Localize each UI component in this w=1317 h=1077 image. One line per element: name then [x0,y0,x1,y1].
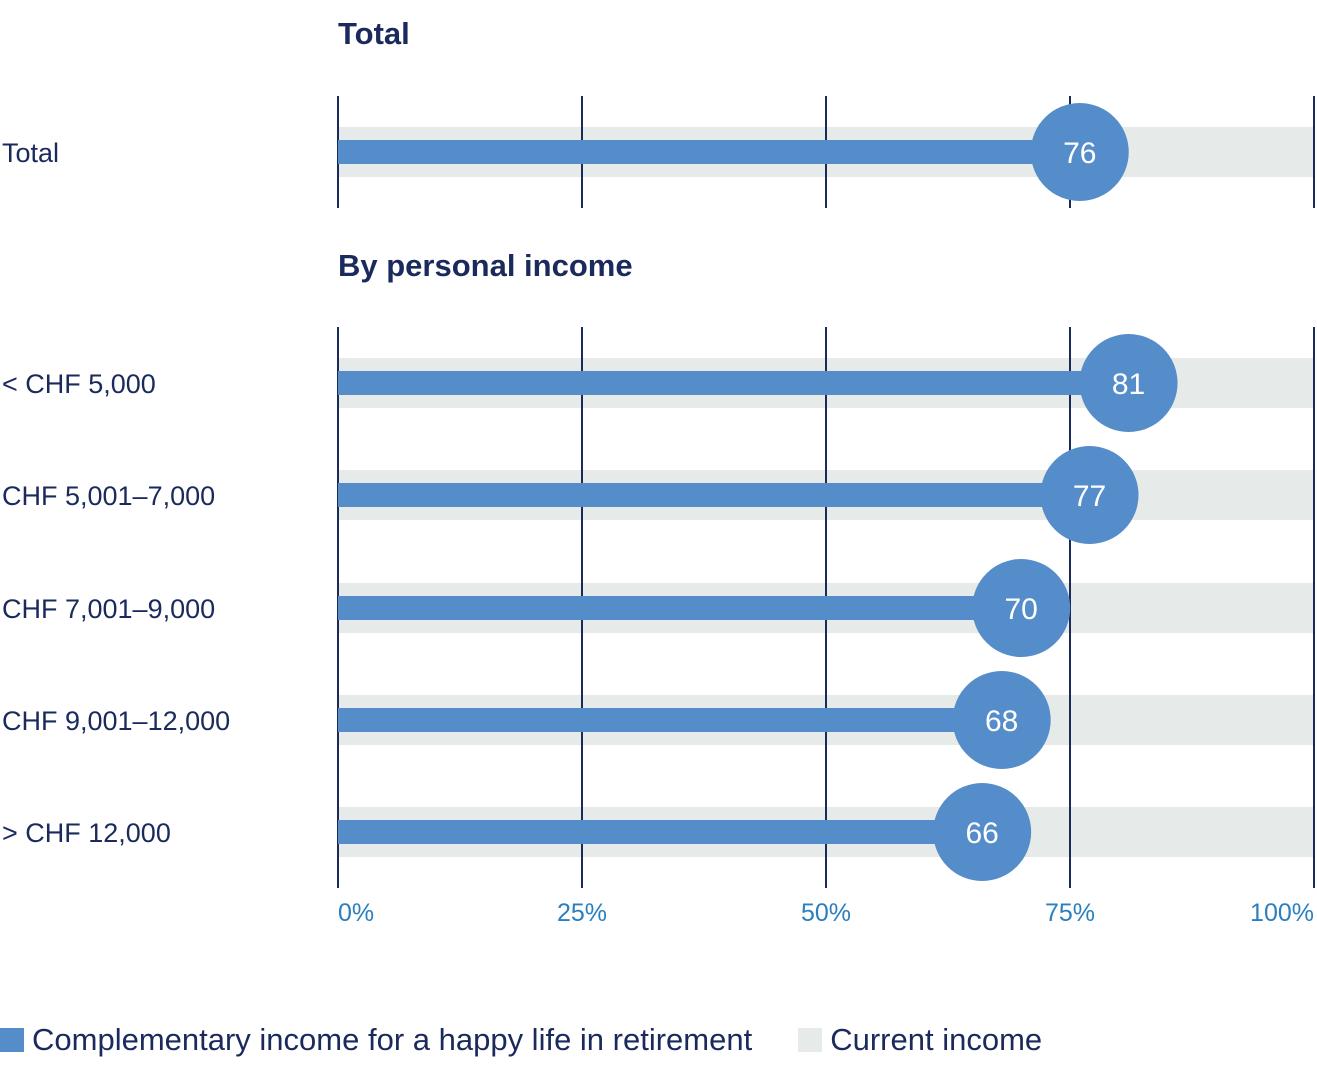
data-label: 68 [985,705,1018,738]
x-tick-label: 25% [557,899,607,927]
x-tick-label: 100% [1250,899,1314,927]
value-bar [338,820,983,844]
legend-label-complementary: Complementary income for a happy life in… [32,1022,753,1057]
legend-item-complementary: Complementary income for a happy life in… [0,1022,752,1058]
category-label: CHF 5,001–7,000 [2,481,215,511]
category-label: CHF 7,001–9,000 [2,594,215,624]
legend-swatch-current [798,1028,823,1052]
data-label: 77 [1073,480,1106,513]
category-label: < CHF 5,000 [2,369,156,399]
data-label: 70 [1005,593,1038,626]
category-label: Total [2,138,59,168]
value-bar [338,708,1002,732]
legend-item-current: Current income [798,1022,1042,1058]
value-bar [338,483,1090,507]
section-title: Total [338,16,410,51]
data-label: 66 [965,817,998,850]
value-marker [1030,103,1129,201]
x-tick-label: 75% [1045,899,1095,927]
value-marker [952,671,1051,769]
value-marker [1079,334,1178,432]
legend-label-current: Current income [830,1022,1043,1057]
x-tick-label: 0% [338,899,374,927]
value-bar [338,371,1129,395]
value-bar [338,140,1080,164]
value-marker [1040,446,1139,544]
category-label: CHF 9,001–12,000 [2,706,230,736]
value-bar [338,596,1022,620]
data-label: 81 [1112,368,1145,401]
section-title: By personal income [338,248,633,283]
value-marker [933,783,1032,881]
x-tick-label: 50% [801,899,851,927]
legend: Complementary income for a happy life in… [0,1016,1088,1064]
category-label: > CHF 12,000 [2,818,171,848]
data-label: 76 [1063,137,1096,170]
legend-swatch-complementary [0,1028,24,1052]
value-marker [972,559,1071,657]
